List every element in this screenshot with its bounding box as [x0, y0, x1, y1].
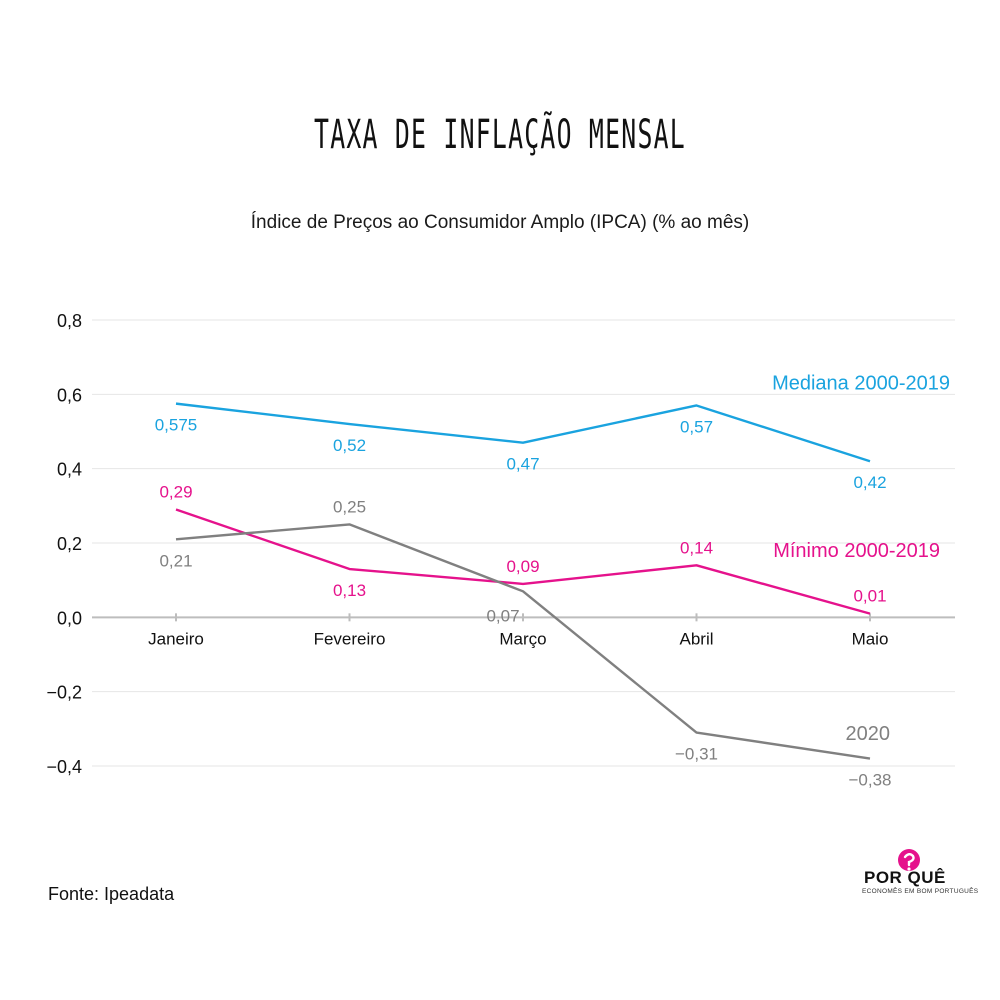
question-mark-icon	[898, 849, 920, 871]
y-tick-label: 0,8	[57, 311, 82, 331]
source-note: Fonte: Ipeadata	[48, 884, 175, 904]
chart-title: TAXA DE INFLAÇÃO MENSAL	[314, 112, 686, 158]
data-label: 0,07	[486, 606, 519, 625]
data-label: 0,01	[853, 587, 886, 606]
series-name-labels: Mediana 2000-2019 Mínimo 2000-2019 2020	[772, 372, 950, 744]
series-line-2	[175, 523, 871, 760]
y-tick-label: 0,0	[57, 608, 82, 628]
series-line-1	[175, 508, 871, 615]
data-labels: 0,575 0,52 0,47 0,57 0,42 0,29 0,13 0,09 0,14 0,0…	[155, 416, 892, 790]
porque-logo: POR QUÊ ECONOMÊS EM BOM PORTUGUÊS	[860, 848, 978, 904]
y-tick-label: 0,2	[57, 534, 82, 554]
data-label: 0,09	[506, 557, 539, 576]
logo-wordmark: POR QUÊ	[864, 868, 946, 887]
y-tick-label: −0,4	[46, 757, 82, 777]
series-name-label: Mínimo 2000-2019	[773, 540, 940, 562]
data-label: 0,42	[853, 473, 886, 492]
y-axis-ticks: 0,8 0,6 0,4 0,2 0,0 −0,2 −0,4	[46, 311, 82, 777]
y-tick-label: 0,6	[57, 385, 82, 405]
y-tick-label: −0,2	[46, 683, 82, 703]
series-name-label: Mediana 2000-2019	[772, 372, 950, 394]
y-tick-label: 0,4	[57, 460, 82, 480]
x-tick-label: Janeiro	[148, 629, 204, 648]
x-tick-label: Março	[499, 629, 546, 648]
data-label: 0,21	[159, 551, 192, 570]
series-line-0	[175, 402, 871, 463]
data-label: 0,14	[680, 538, 713, 557]
x-tick-label: Maio	[852, 629, 889, 648]
data-label: 0,25	[333, 497, 366, 516]
series-lines	[175, 402, 871, 760]
logo-tagline: ECONOMÊS EM BOM PORTUGUÊS	[862, 888, 979, 895]
data-label: −0,31	[675, 745, 718, 764]
chart-subtitle: Índice de Preços ao Consumidor Amplo (IP…	[250, 212, 750, 233]
data-label: 0,57	[680, 417, 713, 436]
x-tick-label: Fevereiro	[314, 629, 386, 648]
x-axis-ticks: Janeiro Fevereiro Março Abril Maio	[148, 613, 888, 648]
x-tick-label: Abril	[679, 629, 713, 648]
data-label: −0,38	[848, 771, 891, 790]
data-label: 0,47	[506, 455, 539, 474]
data-label: 0,29	[159, 483, 192, 502]
data-label: 0,52	[333, 436, 366, 455]
data-label: 0,13	[333, 581, 366, 600]
series-name-label: 2020	[846, 723, 891, 745]
data-label: 0,575	[155, 416, 198, 435]
